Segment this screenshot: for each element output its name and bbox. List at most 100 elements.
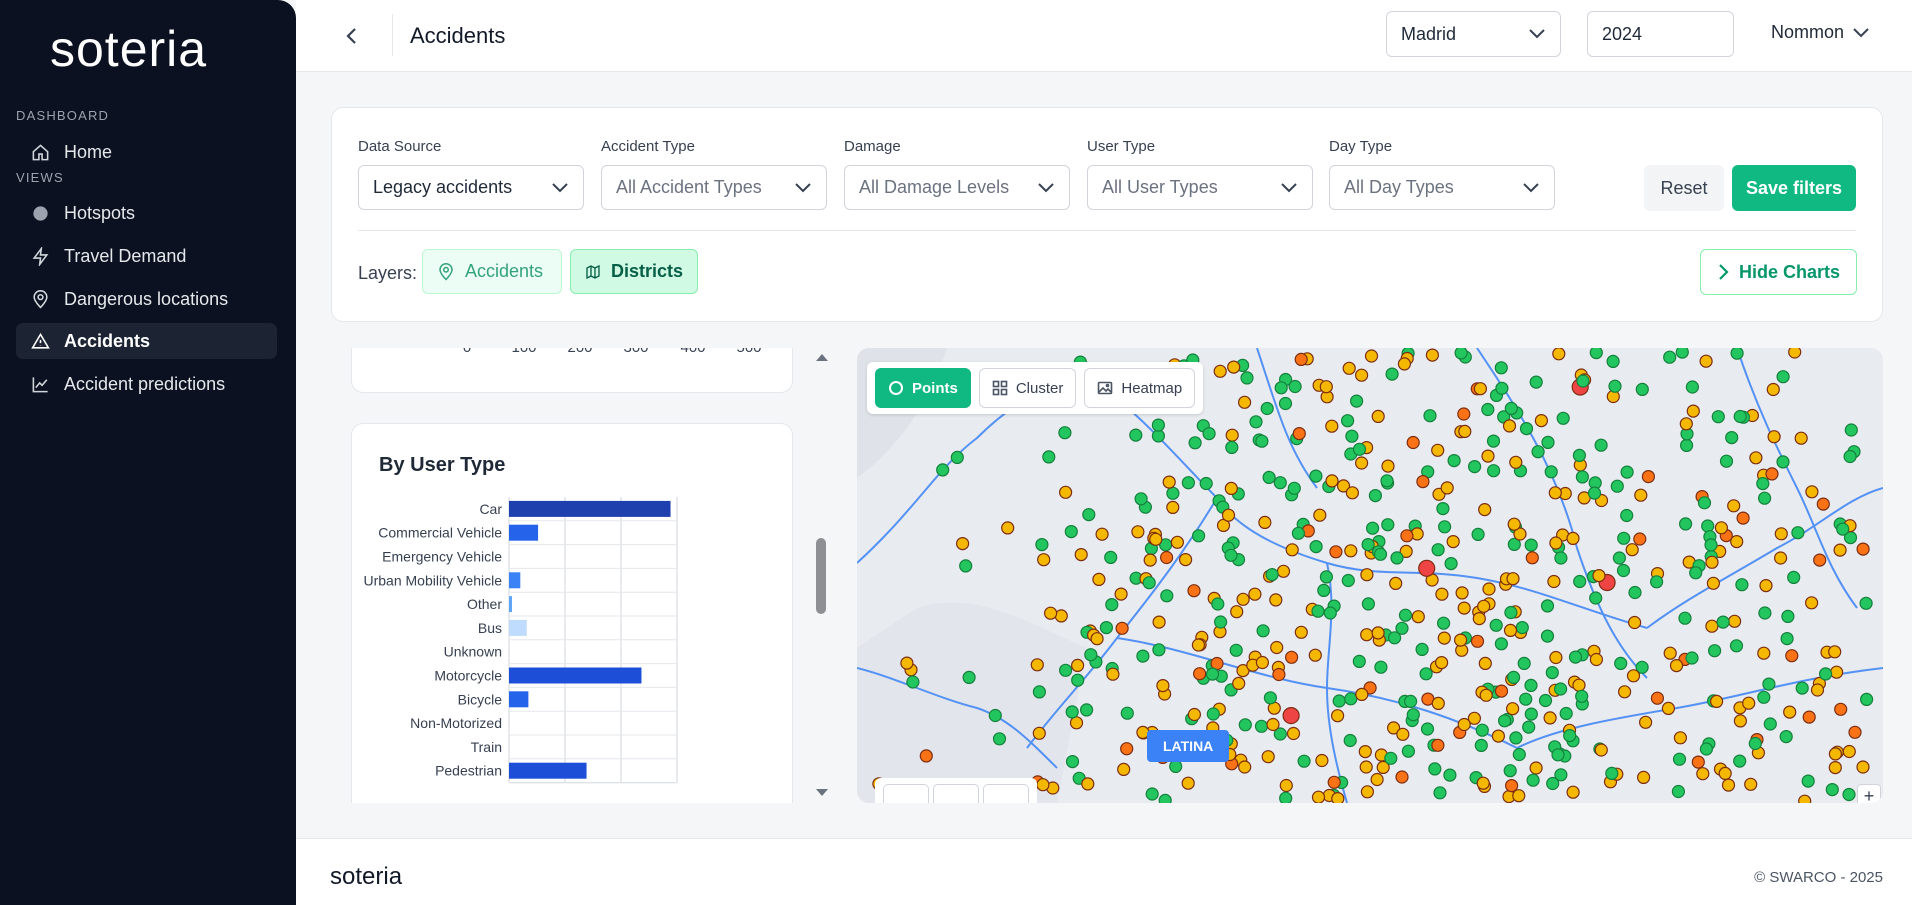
accident-point[interactable] [1368,489,1383,503]
accident-point[interactable] [1446,535,1460,549]
accident-point[interactable] [992,732,1007,746]
accident-point[interactable] [1534,413,1549,428]
accident-point[interactable] [1454,348,1468,360]
accident-point[interactable] [1431,543,1445,557]
accident-point[interactable] [1519,692,1533,706]
accident-point[interactable] [1205,667,1220,681]
accident-point[interactable] [1783,705,1797,719]
accident-point[interactable] [1730,535,1744,549]
accident-point[interactable] [1471,527,1485,541]
accident-point[interactable] [1566,785,1580,799]
accident-point[interactable] [1576,374,1590,388]
accident-point[interactable] [1273,727,1287,741]
accident-point[interactable] [1519,421,1534,436]
accident-point[interactable] [1473,382,1488,396]
accident-point[interactable] [1627,615,1642,630]
accident-point[interactable] [1399,544,1413,558]
accident-point[interactable] [1170,535,1184,549]
accident-point[interactable] [1269,593,1283,607]
accident-point[interactable] [1255,434,1269,448]
accident-point[interactable] [1481,402,1495,417]
accident-point[interactable] [1531,445,1545,459]
accident-point[interactable] [1285,650,1299,664]
accident-point[interactable] [1457,717,1471,732]
accident-point[interactable] [1129,428,1143,442]
accident-point[interactable] [1757,646,1771,660]
accident-point[interactable] [1620,465,1634,479]
accident-point[interactable] [1360,628,1374,642]
accident-point[interactable] [1699,742,1714,756]
accident-point[interactable] [1709,694,1724,708]
accident-point[interactable] [1373,547,1388,561]
accident-point[interactable] [1612,551,1627,565]
accident-point[interactable] [1044,606,1058,620]
accident-point[interactable] [1381,518,1395,532]
accident-point[interactable] [1202,426,1216,441]
accident-point[interactable] [1548,486,1562,500]
accident-point[interactable] [1131,525,1145,539]
accident-point[interactable] [1525,551,1539,565]
accident-point[interactable] [1329,545,1343,559]
accident-point[interactable] [1513,527,1527,541]
accident-point[interactable] [1240,371,1254,385]
accident-point[interactable] [1319,570,1333,584]
accident-point[interactable] [1756,477,1770,491]
accident-point[interactable] [1538,693,1553,708]
accident-point[interactable] [1524,707,1538,721]
accident-point[interactable] [1059,485,1073,499]
accident-point[interactable] [1042,450,1056,464]
accident-point[interactable] [1721,778,1736,792]
accident-point[interactable] [1606,354,1620,368]
sidebar-item-travel-demand[interactable]: Travel Demand [16,238,277,274]
accident-point[interactable] [1260,401,1274,416]
accident-point[interactable] [1084,648,1098,662]
accident-point[interactable] [1384,751,1398,765]
accident-point[interactable] [1134,492,1148,506]
accident-point[interactable] [1663,646,1677,660]
accident-point[interactable] [1788,348,1802,359]
accident-point[interactable] [1836,522,1850,536]
accident-point[interactable] [1232,676,1246,690]
accident-point[interactable] [1030,658,1044,672]
accident-point[interactable] [1403,694,1418,708]
accident-point[interactable] [1546,776,1560,791]
accident-point[interactable] [1727,499,1741,513]
accident-point[interactable] [1620,508,1634,523]
accident-point[interactable] [1689,566,1703,580]
accident-point[interactable] [1641,470,1656,484]
accident-point[interactable] [1352,442,1367,456]
accident-point[interactable] [1725,430,1739,445]
accident-point[interactable] [1512,789,1526,803]
accident-point[interactable] [1766,382,1780,397]
accident-point[interactable] [1716,615,1730,629]
accident-point[interactable] [1142,576,1156,590]
accident-point[interactable] [1776,370,1790,384]
accident-point[interactable] [1261,750,1275,764]
accident-point[interactable] [1433,786,1447,800]
accident-point[interactable] [1605,766,1619,780]
accident-point[interactable] [1352,654,1366,668]
locate-button[interactable] [983,784,1029,803]
accident-point[interactable] [1798,794,1812,803]
accident-point[interactable] [1706,576,1721,590]
accident-point[interactable] [1733,754,1747,768]
hide-charts-button[interactable]: Hide Charts [1700,249,1857,295]
accident-point[interactable] [1617,531,1631,545]
accident-point[interactable] [1481,449,1495,463]
accident-point[interactable] [1494,361,1508,375]
accident-point[interactable] [1425,348,1440,362]
accident-point[interactable] [919,749,933,763]
accident-point[interactable] [1225,440,1239,455]
accident-point[interactable] [1566,531,1580,545]
data-source-select[interactable]: Legacy accidents [358,165,584,210]
scroll-down-icon[interactable] [815,788,829,798]
accident-point[interactable] [1444,557,1458,571]
accident-point[interactable] [936,463,950,477]
accident-point[interactable] [1818,667,1833,681]
accident-point[interactable] [1058,426,1072,440]
accident-point[interactable] [1181,476,1195,490]
accident-point[interactable] [1065,705,1079,719]
accident-point[interactable] [1494,637,1509,651]
accident-point[interactable] [1032,726,1046,740]
accident-point[interactable] [1308,648,1322,662]
